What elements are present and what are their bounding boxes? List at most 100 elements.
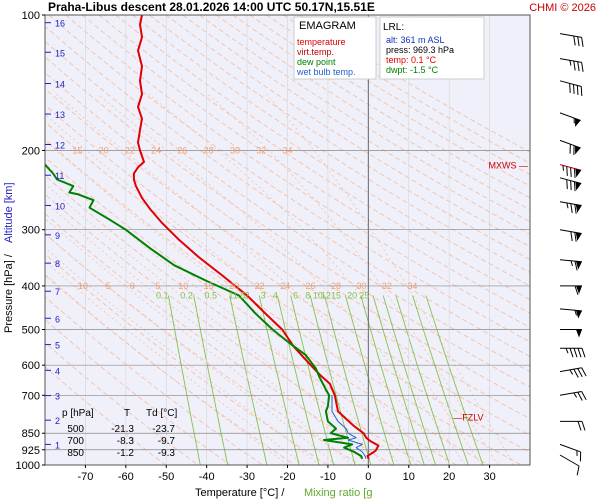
wind-barb <box>560 285 582 296</box>
wind-barb-full <box>574 285 579 296</box>
wind-barb <box>559 164 582 178</box>
wind-barb-pennant <box>575 310 582 319</box>
wind-barb <box>559 112 581 127</box>
moist-adiabat-label: 32 <box>382 281 392 291</box>
altitude-km-label: 15 <box>55 48 65 58</box>
moist-adiabat-line <box>97 93 466 465</box>
altitude-km-label: 11 <box>55 171 64 181</box>
wind-barb-half <box>570 260 573 267</box>
levels-row-700-td: -9.7 <box>158 436 176 447</box>
dry-adiabat-line <box>215 15 530 211</box>
wind-barb-full <box>569 83 571 93</box>
wind-barb-full <box>573 84 575 94</box>
moist-adiabat-line <box>45 140 418 465</box>
dry-adiabat-line <box>45 175 457 465</box>
dry-adiabat-label: 26 <box>177 145 187 155</box>
levels-row-850-t: -1.2 <box>117 448 135 459</box>
dry-adiabat-line <box>45 71 530 404</box>
wind-barb <box>559 80 583 96</box>
wind-barb-full <box>570 203 573 214</box>
moist-adiabat-line <box>45 163 401 465</box>
wind-barb-pennant <box>575 181 582 191</box>
wind-barb-pennant <box>575 204 582 213</box>
altitude-km-label: 10 <box>55 201 65 211</box>
wind-barb-full <box>570 180 572 191</box>
legend-item-wet-bulb: wet bulb temp. <box>296 67 356 77</box>
legend-title: EMAGRAM <box>299 20 356 32</box>
series-line-wet-bulb-temp <box>331 395 367 459</box>
x-tick-label: 0 <box>365 471 371 483</box>
moist-adiabat-label: 24 <box>280 281 290 291</box>
lrl-temperature: temp: 0.1 °C <box>386 55 437 65</box>
dry-adiabat-label: 34 <box>282 145 292 155</box>
x-tick-label: -60 <box>118 471 134 483</box>
mixing-ratio-label: 1.5 <box>233 290 246 300</box>
legend-box <box>293 16 377 80</box>
lrl-title: LRL: <box>383 22 404 33</box>
moist-adiabat-label: -5 <box>103 281 111 291</box>
mixing-ratio-label: 0.1 <box>156 290 169 300</box>
wind-barb <box>559 367 587 378</box>
mixing-ratio-label: 2 <box>245 290 250 300</box>
levels-table-header-p: p [hPa] <box>62 408 94 419</box>
wind-barb-full <box>581 37 584 47</box>
wind-barb <box>559 201 582 214</box>
levels-row-850-td: -9.3 <box>158 448 176 459</box>
levels-row-700-p: 700 <box>67 436 84 447</box>
wind-barb-pennant <box>575 118 581 127</box>
levels-row-700-t: -8.3 <box>117 436 135 447</box>
wind-barb-full <box>581 348 586 358</box>
wind-barb-half <box>566 202 569 209</box>
dry-adiabat-line <box>45 296 263 465</box>
dry-adiabat-line <box>199 15 530 223</box>
y-tick-label: 1000 <box>16 460 40 472</box>
altitude-km-label: 7 <box>55 287 60 297</box>
dry-adiabat-line <box>149 15 530 260</box>
wind-barb-full <box>581 391 587 401</box>
dry-adiabat-label: 30 <box>230 145 240 155</box>
altitude-km-label: 8 <box>55 259 60 269</box>
wind-barb <box>559 259 582 271</box>
x-tick-label: -40 <box>199 471 215 483</box>
wind-barb-full <box>569 144 571 154</box>
wind-barb <box>559 33 584 47</box>
wind-barb <box>559 229 582 242</box>
dry-adiabat-line <box>165 15 530 248</box>
x-tick-label: -70 <box>77 471 93 483</box>
dry-adiabat-line <box>45 88 530 420</box>
dry-adiabat-line <box>182 15 530 235</box>
levels-row-500-t: -21.3 <box>111 424 134 435</box>
moist-adiabat-label: 20 <box>229 281 239 291</box>
moist-adiabat-label: 28 <box>331 281 341 291</box>
wind-barb-half <box>569 60 572 66</box>
altitude-km-label: 12 <box>55 141 65 151</box>
dry-adiabat-label: 32 <box>256 145 266 155</box>
wind-barb-staff <box>559 454 580 467</box>
wind-barb-full <box>581 62 584 72</box>
wind-barb-pennant <box>575 232 582 241</box>
dry-adiabat-line <box>45 232 360 465</box>
lrl-box <box>379 16 485 80</box>
wind-barb <box>560 420 586 431</box>
wind-barb-staff <box>559 112 581 121</box>
wind-barb-half <box>573 118 575 124</box>
mixing-ratio-label: 8 <box>305 290 310 300</box>
series-line-dew-point <box>45 163 364 460</box>
altitude-km-label: 16 <box>55 19 65 29</box>
lrl-dewpoint: dwpt: -1.5 °C <box>386 65 439 75</box>
wind-barb-full <box>566 179 568 190</box>
series-line-temperature <box>132 15 380 460</box>
moist-adiabat-label: 22 <box>255 281 265 291</box>
credit-link[interactable]: CHMI © 2026 <box>529 2 596 14</box>
y-axis-title: Pressure [hPa] / Altitude [km] <box>3 182 15 333</box>
moist-adiabats <box>45 93 515 465</box>
dry-adiabat-line <box>45 56 530 388</box>
mixing-ratio-label: 12 <box>321 290 331 300</box>
wind-barb <box>559 58 584 72</box>
moist-adiabat-line <box>207 93 499 465</box>
moist-adiabat-label: 15 <box>204 281 214 291</box>
dry-adiabat-label: 22 <box>125 145 135 155</box>
y-axis-title-pressure: Pressure [hPa] / <box>3 253 15 333</box>
isotherms <box>45 15 530 465</box>
wind-barb-full <box>577 348 582 358</box>
